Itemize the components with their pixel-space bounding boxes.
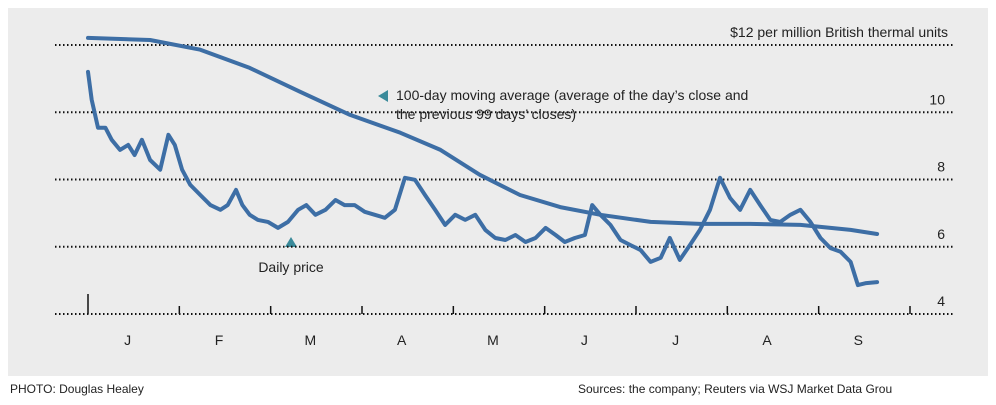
credit: PHOTO: Douglas Healey — [10, 382, 144, 396]
source: Sources: the company; Reuters via WSJ Ma… — [578, 382, 893, 396]
panel — [8, 8, 988, 376]
average-label: 100-day moving average (average of the d… — [396, 87, 749, 122]
series-line — [86, 69, 880, 288]
y-tick-label: $12 per million British thermal units — [730, 24, 948, 40]
x-tick-label: A — [397, 332, 407, 348]
x-tick-label: M — [487, 332, 499, 348]
x-tick-label: S — [854, 332, 863, 348]
x-tick-label: J — [672, 332, 679, 348]
x-tick-label: J — [124, 332, 131, 348]
daily-marker — [285, 237, 297, 247]
y-tick-label: 4 — [937, 293, 945, 309]
daily-label: Daily price — [258, 259, 324, 275]
x-tick-label: F — [215, 332, 224, 348]
y-tick-label: 10 — [929, 91, 945, 107]
x-tick-label: J — [581, 332, 588, 348]
y-tick-label: 6 — [937, 226, 945, 242]
average-marker — [378, 90, 388, 102]
series-line — [86, 35, 880, 236]
x-tick-label: M — [304, 332, 316, 348]
y-tick-label: 8 — [937, 159, 945, 175]
x-tick-label: A — [762, 332, 772, 348]
